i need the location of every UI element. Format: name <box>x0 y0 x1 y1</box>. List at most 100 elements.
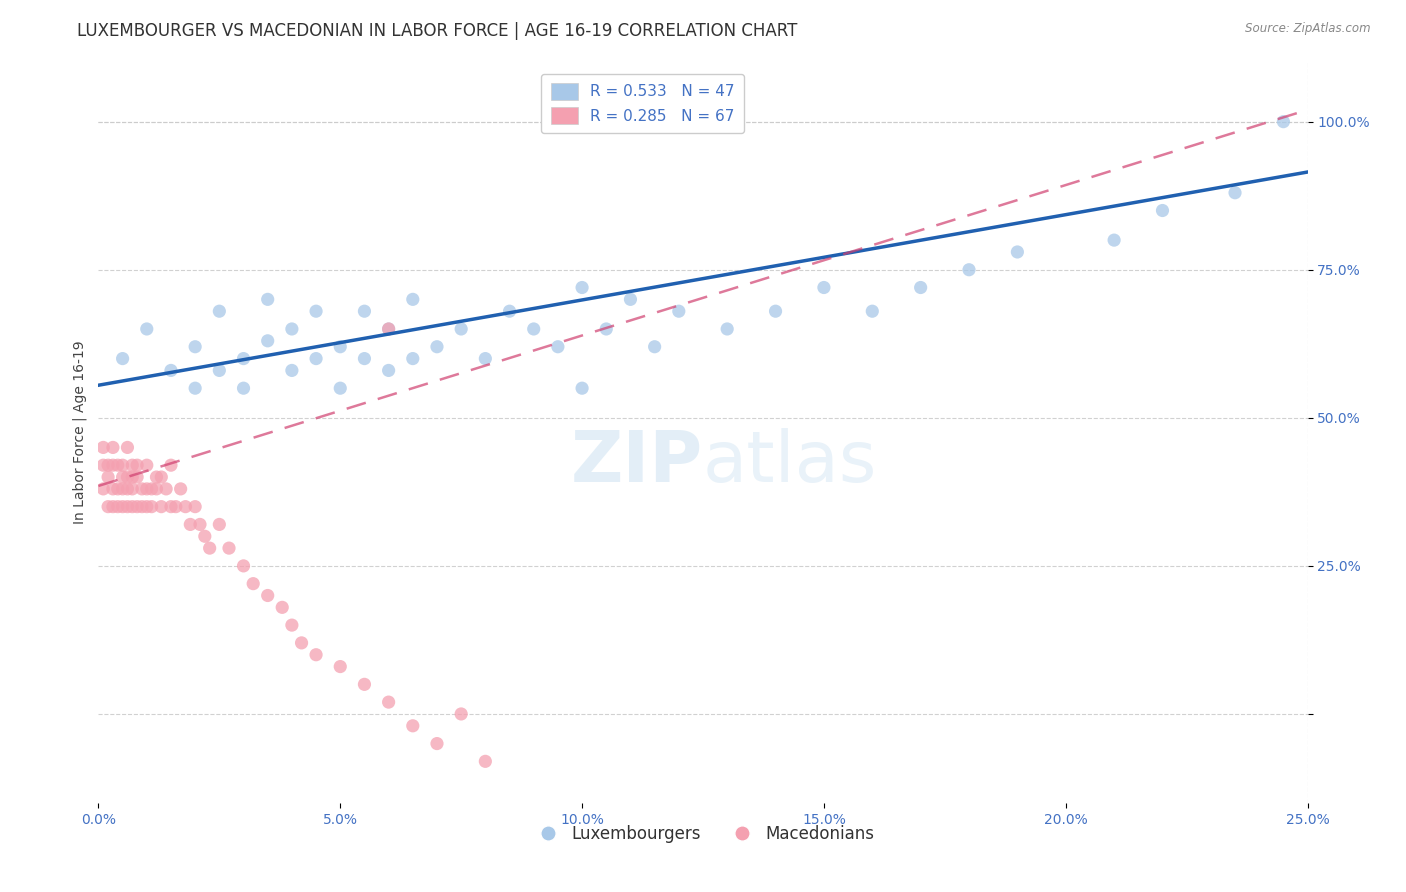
Luxembourgers <box>281 322 304 336</box>
Macedonians <box>353 677 375 691</box>
Luxembourgers <box>353 304 375 318</box>
Macedonians <box>111 458 134 473</box>
Luxembourgers <box>111 351 134 366</box>
Macedonians <box>377 322 399 336</box>
Macedonians <box>329 659 352 673</box>
Macedonians <box>208 517 231 532</box>
Macedonians <box>121 482 143 496</box>
Macedonians <box>256 589 278 603</box>
Luxembourgers <box>474 351 496 366</box>
Macedonians <box>127 470 149 484</box>
Luxembourgers <box>160 363 183 377</box>
Luxembourgers <box>1007 244 1029 259</box>
Macedonians <box>290 636 312 650</box>
Macedonians <box>155 482 177 496</box>
Luxembourgers <box>305 304 328 318</box>
Luxembourgers <box>184 381 207 395</box>
Y-axis label: In Labor Force | Age 16-19: In Labor Force | Age 16-19 <box>73 341 87 524</box>
Luxembourgers <box>571 280 593 294</box>
Macedonians <box>218 541 240 555</box>
Macedonians <box>141 500 163 514</box>
Luxembourgers <box>547 340 569 354</box>
Legend: Luxembourgers, Macedonians: Luxembourgers, Macedonians <box>524 819 882 850</box>
Macedonians <box>135 500 157 514</box>
Macedonians <box>101 482 124 496</box>
Text: LUXEMBOURGER VS MACEDONIAN IN LABOR FORCE | AGE 16-19 CORRELATION CHART: LUXEMBOURGER VS MACEDONIAN IN LABOR FORC… <box>77 22 797 40</box>
Text: ZIP: ZIP <box>571 428 703 497</box>
Macedonians <box>91 482 114 496</box>
Luxembourgers <box>668 304 690 318</box>
Macedonians <box>97 470 120 484</box>
Macedonians <box>150 500 173 514</box>
Luxembourgers <box>1152 203 1174 218</box>
Macedonians <box>426 737 449 751</box>
Luxembourgers <box>377 322 399 336</box>
Macedonians <box>165 500 187 514</box>
Luxembourgers <box>860 304 883 318</box>
Macedonians <box>169 482 191 496</box>
Macedonians <box>97 458 120 473</box>
Luxembourgers <box>232 381 254 395</box>
Luxembourgers <box>256 334 278 348</box>
Luxembourgers <box>595 322 617 336</box>
Macedonians <box>91 458 114 473</box>
Macedonians <box>179 517 201 532</box>
Macedonians <box>117 500 139 514</box>
Luxembourgers <box>329 381 352 395</box>
Macedonians <box>450 706 472 721</box>
Luxembourgers <box>692 114 714 128</box>
Luxembourgers <box>571 381 593 395</box>
Luxembourgers <box>305 351 328 366</box>
Luxembourgers <box>353 351 375 366</box>
Luxembourgers <box>716 322 738 336</box>
Luxembourgers <box>256 293 278 307</box>
Macedonians <box>184 500 207 514</box>
Luxembourgers <box>402 351 425 366</box>
Macedonians <box>131 482 153 496</box>
Macedonians <box>127 458 149 473</box>
Macedonians <box>474 755 496 769</box>
Luxembourgers <box>184 340 207 354</box>
Luxembourgers <box>135 322 157 336</box>
Luxembourgers <box>329 340 352 354</box>
Luxembourgers <box>426 340 449 354</box>
Luxembourgers <box>644 340 666 354</box>
Macedonians <box>174 500 197 514</box>
Macedonians <box>117 470 139 484</box>
Macedonians <box>150 470 173 484</box>
Text: atlas: atlas <box>703 428 877 497</box>
Macedonians <box>127 500 149 514</box>
Macedonians <box>141 482 163 496</box>
Luxembourgers <box>813 280 835 294</box>
Macedonians <box>402 719 425 733</box>
Text: Source: ZipAtlas.com: Source: ZipAtlas.com <box>1246 22 1371 36</box>
Macedonians <box>107 500 129 514</box>
Luxembourgers <box>281 363 304 377</box>
Luxembourgers <box>208 304 231 318</box>
Luxembourgers <box>1102 233 1125 247</box>
Macedonians <box>135 458 157 473</box>
Luxembourgers <box>910 280 932 294</box>
Macedonians <box>91 441 114 455</box>
Macedonians <box>242 576 264 591</box>
Macedonians <box>160 500 183 514</box>
Luxembourgers <box>523 322 546 336</box>
Luxembourgers <box>402 293 425 307</box>
Luxembourgers <box>1272 114 1295 128</box>
Macedonians <box>117 482 139 496</box>
Macedonians <box>121 500 143 514</box>
Macedonians <box>281 618 304 632</box>
Luxembourgers <box>377 363 399 377</box>
Macedonians <box>135 482 157 496</box>
Macedonians <box>101 500 124 514</box>
Macedonians <box>101 441 124 455</box>
Macedonians <box>145 470 167 484</box>
Macedonians <box>188 517 211 532</box>
Macedonians <box>145 482 167 496</box>
Macedonians <box>111 482 134 496</box>
Luxembourgers <box>1223 186 1246 200</box>
Macedonians <box>107 482 129 496</box>
Macedonians <box>198 541 221 555</box>
Macedonians <box>131 500 153 514</box>
Macedonians <box>101 458 124 473</box>
